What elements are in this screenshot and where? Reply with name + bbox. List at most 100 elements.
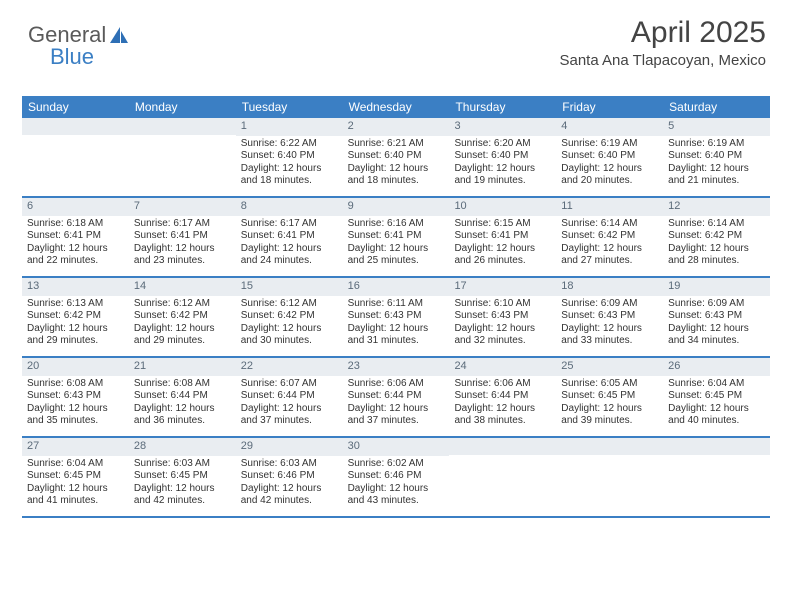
sunset-text: Sunset: 6:43 PM bbox=[348, 310, 445, 323]
sunset-text: Sunset: 6:46 PM bbox=[348, 470, 445, 483]
day-number: 19 bbox=[663, 278, 770, 296]
day-number: 18 bbox=[556, 278, 663, 296]
sunset-text: Sunset: 6:46 PM bbox=[241, 470, 338, 483]
daylight-text: Daylight: 12 hours and 41 minutes. bbox=[27, 483, 124, 508]
daylight-text: Daylight: 12 hours and 26 minutes. bbox=[454, 243, 551, 268]
day-cell: 10Sunrise: 6:15 AMSunset: 6:41 PMDayligh… bbox=[449, 198, 556, 276]
daylight-text: Daylight: 12 hours and 23 minutes. bbox=[134, 243, 231, 268]
sunrise-text: Sunrise: 6:22 AM bbox=[241, 138, 338, 151]
day-number: 27 bbox=[22, 438, 129, 456]
sunrise-text: Sunrise: 6:16 AM bbox=[348, 218, 445, 231]
dow-monday: Monday bbox=[129, 96, 236, 118]
day-body: Sunrise: 6:08 AMSunset: 6:43 PMDaylight:… bbox=[22, 376, 129, 432]
day-cell: 5Sunrise: 6:19 AMSunset: 6:40 PMDaylight… bbox=[663, 118, 770, 196]
header-right: April 2025 Santa Ana Tlapacoyan, Mexico bbox=[559, 16, 766, 69]
day-cell: 4Sunrise: 6:19 AMSunset: 6:40 PMDaylight… bbox=[556, 118, 663, 196]
sunset-text: Sunset: 6:43 PM bbox=[668, 310, 765, 323]
sunset-text: Sunset: 6:43 PM bbox=[454, 310, 551, 323]
calendar-grid: Sunday Monday Tuesday Wednesday Thursday… bbox=[22, 96, 770, 518]
day-body: Sunrise: 6:17 AMSunset: 6:41 PMDaylight:… bbox=[129, 216, 236, 272]
day-cell: 15Sunrise: 6:12 AMSunset: 6:42 PMDayligh… bbox=[236, 278, 343, 356]
day-cell: 23Sunrise: 6:06 AMSunset: 6:44 PMDayligh… bbox=[343, 358, 450, 436]
day-cell: 14Sunrise: 6:12 AMSunset: 6:42 PMDayligh… bbox=[129, 278, 236, 356]
day-cell: 7Sunrise: 6:17 AMSunset: 6:41 PMDaylight… bbox=[129, 198, 236, 276]
daylight-text: Daylight: 12 hours and 29 minutes. bbox=[134, 323, 231, 348]
day-cell bbox=[22, 118, 129, 196]
sunrise-text: Sunrise: 6:12 AM bbox=[241, 298, 338, 311]
day-cell: 8Sunrise: 6:17 AMSunset: 6:41 PMDaylight… bbox=[236, 198, 343, 276]
day-number: 24 bbox=[449, 358, 556, 376]
sunrise-text: Sunrise: 6:06 AM bbox=[454, 378, 551, 391]
day-body: Sunrise: 6:03 AMSunset: 6:46 PMDaylight:… bbox=[236, 456, 343, 512]
sail-icon bbox=[108, 25, 130, 45]
day-body: Sunrise: 6:20 AMSunset: 6:40 PMDaylight:… bbox=[449, 136, 556, 192]
day-cell: 29Sunrise: 6:03 AMSunset: 6:46 PMDayligh… bbox=[236, 438, 343, 516]
sunset-text: Sunset: 6:44 PM bbox=[134, 390, 231, 403]
sunrise-text: Sunrise: 6:06 AM bbox=[348, 378, 445, 391]
sunset-text: Sunset: 6:41 PM bbox=[348, 230, 445, 243]
sunset-text: Sunset: 6:40 PM bbox=[561, 150, 658, 163]
day-number: 29 bbox=[236, 438, 343, 456]
sunrise-text: Sunrise: 6:03 AM bbox=[241, 458, 338, 471]
day-cell bbox=[663, 438, 770, 516]
week-row: 27Sunrise: 6:04 AMSunset: 6:45 PMDayligh… bbox=[22, 438, 770, 518]
daylight-text: Daylight: 12 hours and 21 minutes. bbox=[668, 163, 765, 188]
day-cell: 13Sunrise: 6:13 AMSunset: 6:42 PMDayligh… bbox=[22, 278, 129, 356]
daylight-text: Daylight: 12 hours and 34 minutes. bbox=[668, 323, 765, 348]
day-cell: 9Sunrise: 6:16 AMSunset: 6:41 PMDaylight… bbox=[343, 198, 450, 276]
daylight-text: Daylight: 12 hours and 18 minutes. bbox=[241, 163, 338, 188]
day-cell bbox=[449, 438, 556, 516]
day-cell: 16Sunrise: 6:11 AMSunset: 6:43 PMDayligh… bbox=[343, 278, 450, 356]
sunrise-text: Sunrise: 6:08 AM bbox=[134, 378, 231, 391]
day-body: Sunrise: 6:21 AMSunset: 6:40 PMDaylight:… bbox=[343, 136, 450, 192]
day-number bbox=[129, 118, 236, 135]
day-body: Sunrise: 6:14 AMSunset: 6:42 PMDaylight:… bbox=[556, 216, 663, 272]
day-number: 20 bbox=[22, 358, 129, 376]
day-cell: 27Sunrise: 6:04 AMSunset: 6:45 PMDayligh… bbox=[22, 438, 129, 516]
dow-row: Sunday Monday Tuesday Wednesday Thursday… bbox=[22, 96, 770, 118]
sunrise-text: Sunrise: 6:17 AM bbox=[241, 218, 338, 231]
day-body: Sunrise: 6:13 AMSunset: 6:42 PMDaylight:… bbox=[22, 296, 129, 352]
day-number: 10 bbox=[449, 198, 556, 216]
day-number: 6 bbox=[22, 198, 129, 216]
day-cell: 25Sunrise: 6:05 AMSunset: 6:45 PMDayligh… bbox=[556, 358, 663, 436]
sunrise-text: Sunrise: 6:13 AM bbox=[27, 298, 124, 311]
sunrise-text: Sunrise: 6:17 AM bbox=[134, 218, 231, 231]
daylight-text: Daylight: 12 hours and 32 minutes. bbox=[454, 323, 551, 348]
sunset-text: Sunset: 6:41 PM bbox=[134, 230, 231, 243]
daylight-text: Daylight: 12 hours and 29 minutes. bbox=[27, 323, 124, 348]
day-number: 11 bbox=[556, 198, 663, 216]
day-cell: 12Sunrise: 6:14 AMSunset: 6:42 PMDayligh… bbox=[663, 198, 770, 276]
day-body: Sunrise: 6:10 AMSunset: 6:43 PMDaylight:… bbox=[449, 296, 556, 352]
day-number: 30 bbox=[343, 438, 450, 456]
sunrise-text: Sunrise: 6:08 AM bbox=[27, 378, 124, 391]
dow-tuesday: Tuesday bbox=[236, 96, 343, 118]
day-body: Sunrise: 6:06 AMSunset: 6:44 PMDaylight:… bbox=[343, 376, 450, 432]
day-cell bbox=[556, 438, 663, 516]
dow-thursday: Thursday bbox=[449, 96, 556, 118]
day-cell: 1 Sunrise: 6:22 AMSunset: 6:40 PMDaylight… bbox=[236, 118, 343, 196]
day-body: Sunrise: 6:12 AMSunset: 6:42 PMDaylight:… bbox=[129, 296, 236, 352]
day-number bbox=[556, 438, 663, 455]
day-cell: 26Sunrise: 6:04 AMSunset: 6:45 PMDayligh… bbox=[663, 358, 770, 436]
daylight-text: Daylight: 12 hours and 19 minutes. bbox=[454, 163, 551, 188]
day-cell: 2Sunrise: 6:21 AMSunset: 6:40 PMDaylight… bbox=[343, 118, 450, 196]
dow-sunday: Sunday bbox=[22, 96, 129, 118]
sunrise-text: Sunrise: 6:09 AM bbox=[668, 298, 765, 311]
day-number: 1 bbox=[236, 118, 343, 136]
day-number: 16 bbox=[343, 278, 450, 296]
sunset-text: Sunset: 6:40 PM bbox=[241, 150, 338, 163]
sunset-text: Sunset: 6:44 PM bbox=[348, 390, 445, 403]
week-row: 20Sunrise: 6:08 AMSunset: 6:43 PMDayligh… bbox=[22, 358, 770, 438]
daylight-text: Daylight: 12 hours and 20 minutes. bbox=[561, 163, 658, 188]
daylight-text: Daylight: 12 hours and 43 minutes. bbox=[348, 483, 445, 508]
sunrise-text: Sunrise: 6:14 AM bbox=[561, 218, 658, 231]
sunrise-text: Sunrise: 6:09 AM bbox=[561, 298, 658, 311]
day-number: 8 bbox=[236, 198, 343, 216]
day-number: 12 bbox=[663, 198, 770, 216]
day-cell: 11Sunrise: 6:14 AMSunset: 6:42 PMDayligh… bbox=[556, 198, 663, 276]
daylight-text: Daylight: 12 hours and 25 minutes. bbox=[348, 243, 445, 268]
sunrise-text: Sunrise: 6:21 AM bbox=[348, 138, 445, 151]
day-number bbox=[663, 438, 770, 455]
sunset-text: Sunset: 6:40 PM bbox=[348, 150, 445, 163]
